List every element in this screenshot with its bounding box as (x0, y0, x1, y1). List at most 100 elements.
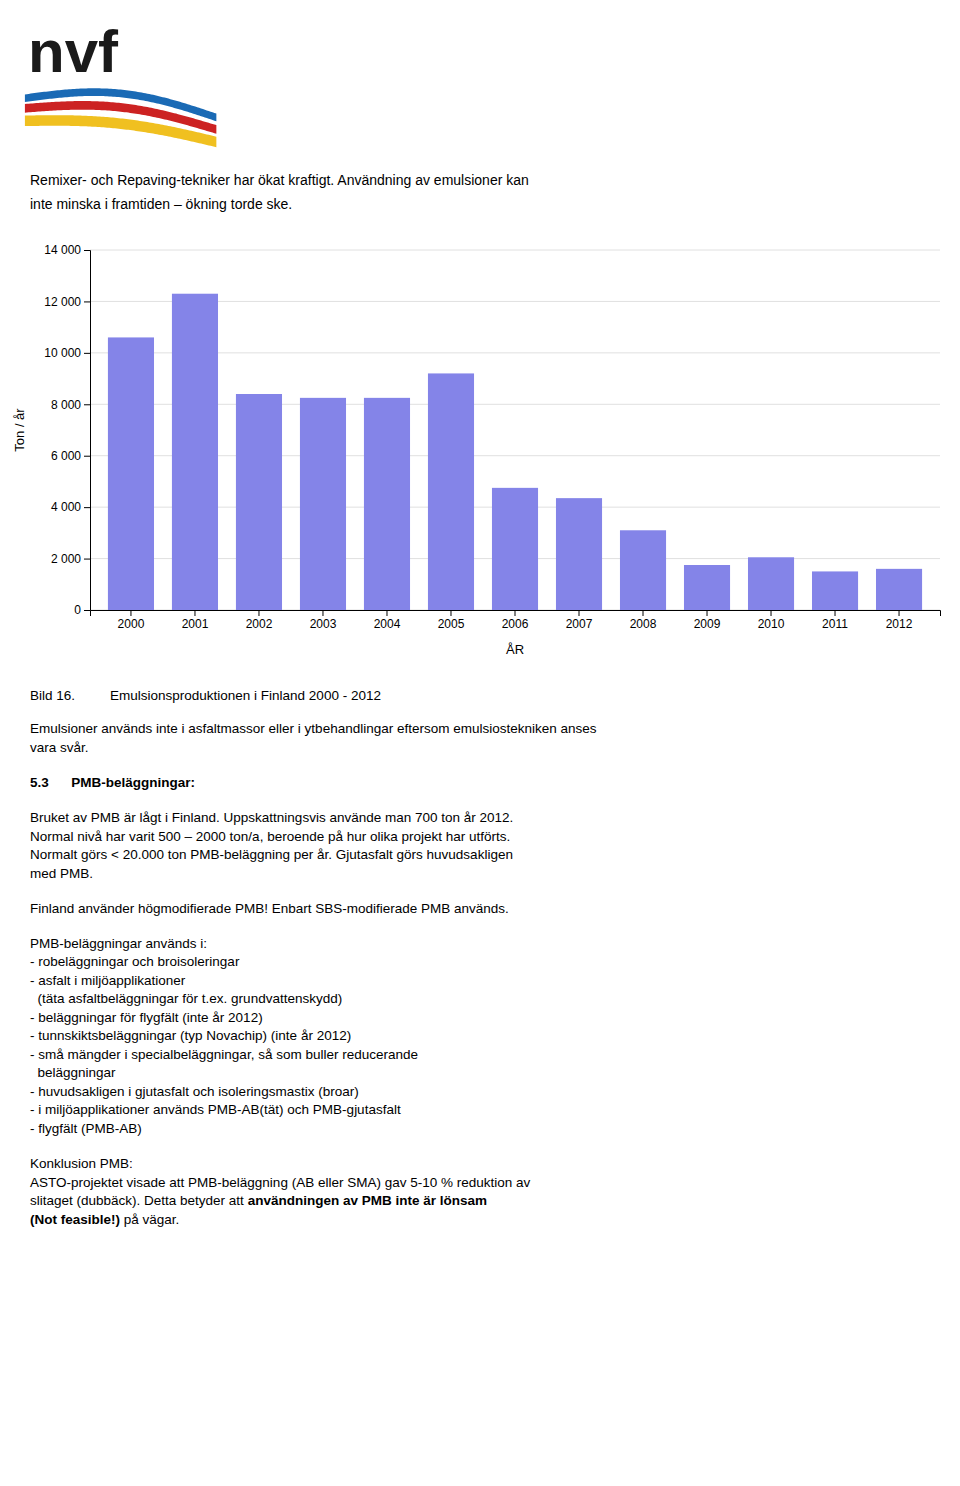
body-line: ASTO-projektet visade att PMB-beläggning… (30, 1175, 530, 1190)
x-tick-label: 2012 (886, 617, 913, 631)
body-text: Normal nivå har varit 500 – 2000 ton/a, … (30, 829, 510, 844)
bar (172, 294, 218, 610)
y-tick-mark (84, 301, 90, 302)
header-line: inte minska i framtiden – ökning torde s… (30, 196, 292, 212)
body-text: ASTO-projektet visade att PMB-beläggning… (30, 1175, 530, 1190)
body-line: Bruket av PMB är lågt i Finland. Uppskat… (30, 810, 513, 825)
body-text: Finland använder högmodifierade PMB! Enb… (30, 901, 509, 916)
x-tick-label: 2008 (630, 617, 657, 631)
y-tick: 2 000 (51, 552, 90, 566)
body-line: Konklusion PMB: (30, 1156, 133, 1171)
page: nvf Remixer- och Repaving-tekniker har ök… (0, 0, 960, 1486)
grid (90, 250, 940, 610)
y-tick-mark (84, 610, 90, 611)
bar (556, 498, 602, 610)
y-tick-mark (84, 404, 90, 405)
x-axis-title: ÅR (506, 642, 524, 657)
chart: 0 2 000 4 000 6 000 8 000 10 000 12 000 14 000 2… (12, 243, 941, 657)
body-text: - i miljöapplikationer används PMB-AB(tä… (30, 1102, 401, 1117)
y-axis-title: Ton / år (12, 408, 27, 452)
y-tick: 10 000 (44, 346, 90, 360)
body-line: - asfalt i miljöapplikationer (30, 973, 186, 988)
caption-label: Bild 16. (30, 688, 75, 703)
x-tick-mark (835, 610, 836, 616)
x-tick: 2002 (246, 610, 273, 631)
y-tick: 14 000 (44, 243, 90, 257)
x-tick-mark (643, 610, 644, 616)
x-tick-mark (579, 610, 580, 616)
bar (812, 571, 858, 610)
bar (236, 394, 282, 610)
body-line: - små mängder i specialbeläggningar, så … (30, 1047, 418, 1062)
y-tick: 12 000 (44, 295, 90, 309)
x-tick: 2009 (694, 610, 721, 631)
x-tick: 2005 (438, 610, 465, 631)
y-axis: 0 2 000 4 000 6 000 8 000 10 000 12 000 14 000 (44, 243, 90, 617)
x-tick-label: 2000 (118, 617, 145, 631)
x-tick: 2007 (566, 610, 593, 631)
bar (748, 557, 794, 610)
body-text-bold: 5.3 PMB-beläggningar: (30, 775, 195, 790)
body-line: vara svår. (30, 740, 89, 755)
x-tick: 2010 (758, 610, 785, 631)
x-tick: 2004 (374, 610, 401, 631)
body-text: vara svår. (30, 740, 89, 755)
bars (108, 294, 922, 610)
y-tick: 0 (74, 603, 90, 617)
body-text: Normalt görs < 20.000 ton PMB-beläggning… (30, 847, 513, 862)
body-text: beläggningar (30, 1065, 116, 1080)
y-tick-mark (84, 456, 90, 457)
y-tick-label: 2 000 (51, 552, 81, 566)
bar (108, 337, 154, 610)
x-tick-label: 2001 (182, 617, 209, 631)
y-tick-label: 4 000 (51, 500, 81, 514)
x-tick-mark (258, 610, 259, 616)
body-line: Finland använder högmodifierade PMB! Enb… (30, 901, 509, 916)
y-tick: 8 000 (51, 398, 90, 412)
y-tick-mark (84, 507, 90, 508)
y-tick-label: 12 000 (44, 295, 81, 309)
body-text: Konklusion PMB: (30, 1156, 133, 1171)
x-tick-label: 2002 (246, 617, 273, 631)
y-tick-mark (84, 559, 90, 560)
bar (364, 398, 410, 610)
body-text: - asfalt i miljöapplikationer (30, 973, 186, 988)
body-text: - tunnskiktsbeläggningar (typ Novachip) … (30, 1028, 351, 1043)
y-tick-label: 8 000 (51, 398, 81, 412)
x-tick-mark (707, 610, 708, 616)
body-line: med PMB. (30, 866, 93, 881)
body-line: 5.3 PMB-beläggningar: (30, 775, 195, 790)
bar (876, 569, 922, 610)
y-tick-label: 0 (74, 603, 81, 617)
body-line: Normal nivå har varit 500 – 2000 ton/a, … (30, 829, 510, 844)
x-tick-mark (194, 610, 195, 616)
body-text: PMB-beläggningar används i: (30, 936, 207, 951)
body-line: - beläggningar för flygfält (inte år 201… (30, 1010, 263, 1025)
body-text: - huvudsakligen i gjutasfalt och isoleri… (30, 1084, 359, 1099)
caption-text: Emulsionsproduktionen i Finland 2000 - 2… (110, 688, 381, 703)
x-tick-label: 2011 (822, 617, 848, 631)
x-tick-mark (450, 610, 451, 616)
bar (428, 373, 474, 610)
body-line: - huvudsakligen i gjutasfalt och isoleri… (30, 1084, 359, 1099)
x-tick-label: 2005 (438, 617, 465, 631)
x-tick: 2008 (630, 610, 657, 631)
body-line: Normalt görs < 20.000 ton PMB-beläggning… (30, 847, 513, 862)
y-tick-label: 14 000 (44, 243, 81, 257)
body-line: - tunnskiktsbeläggningar (typ Novachip) … (30, 1028, 351, 1043)
x-tick-label: 2007 (566, 617, 593, 631)
bar (620, 530, 666, 610)
y-tick-label: 6 000 (51, 449, 81, 463)
x-tick-mark (515, 610, 516, 616)
body-text-bold: (Not feasible!) (30, 1212, 120, 1227)
x-tick: 2006 (502, 610, 529, 631)
logo: nvf (25, 18, 216, 147)
body-text: slitaget (dubbäck). Detta betyder att (30, 1193, 248, 1208)
x-tick-mark (322, 610, 323, 616)
y-axis-line (84, 251, 91, 611)
body-line: - flygfält (PMB-AB) (30, 1121, 142, 1136)
body-text: Bruket av PMB är lågt i Finland. Uppskat… (30, 810, 513, 825)
y-tick: 4 000 (51, 500, 90, 514)
body-text-bold: användningen av PMB inte är lönsam (248, 1193, 487, 1208)
header-line: Remixer- och Repaving-tekniker har ökat … (30, 172, 529, 188)
